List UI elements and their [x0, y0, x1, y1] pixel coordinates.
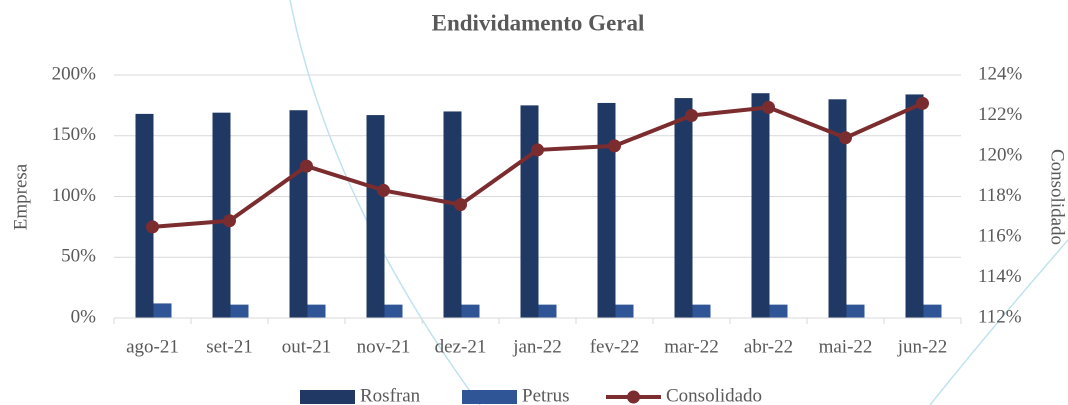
line-point: [762, 100, 775, 114]
y2-axis-title: Consolidado: [1047, 149, 1068, 245]
bar: [828, 99, 847, 318]
bar: [538, 304, 557, 318]
line-point: [685, 109, 698, 122]
line-point: [608, 139, 621, 153]
y2-tick-label: 124%: [978, 63, 1023, 84]
y2-tick-label: 116%: [978, 225, 1022, 246]
legend-label: Rosfran: [360, 385, 421, 405]
decor-curve: [289, 0, 481, 405]
legend-swatch: [300, 390, 355, 404]
x-tick-label: nov-21: [357, 336, 411, 357]
bar: [674, 98, 693, 319]
line-point: [916, 96, 929, 110]
x-tick-label: jun-22: [897, 336, 948, 357]
y-tick-label: 50%: [61, 246, 96, 267]
y-tick-label: 0%: [71, 306, 97, 327]
decor-curve: [929, 239, 1068, 405]
legend-label: Consolidado: [666, 385, 762, 405]
line-point: [839, 131, 852, 145]
bar: [384, 304, 403, 318]
bar: [366, 115, 385, 318]
bar: [461, 304, 480, 318]
legend-swatch: [627, 390, 640, 404]
x-tick-label: abr-22: [744, 336, 793, 357]
bar: [212, 112, 231, 318]
bar: [751, 93, 770, 318]
x-tick-label: ago-21: [126, 336, 179, 357]
bar: [153, 303, 172, 318]
line-point: [377, 183, 390, 197]
line-point: [146, 220, 159, 234]
chart-title: Endividamento Geral: [432, 10, 645, 35]
line-point: [454, 198, 467, 212]
bar: [692, 304, 711, 318]
line-point: [531, 143, 544, 157]
x-tick-label: mar-22: [664, 336, 719, 357]
x-tick-label: jan-22: [512, 336, 562, 357]
bar: [307, 304, 326, 318]
bar: [443, 111, 462, 318]
x-tick-label: dez-21: [435, 336, 487, 357]
y2-tick-label: 120%: [978, 144, 1023, 165]
y-tick-label: 100%: [52, 185, 97, 206]
legend-label: Petrus: [522, 385, 570, 405]
x-tick-label: fev-22: [590, 336, 640, 357]
y-tick-label: 150%: [52, 124, 97, 145]
x-tick-label: mai-22: [819, 336, 873, 357]
y2-tick-label: 112%: [978, 306, 1022, 327]
x-tick-label: out-21: [282, 336, 332, 357]
legend-swatch: [462, 390, 517, 404]
x-tick-label: set-21: [206, 336, 252, 357]
bar: [923, 304, 942, 318]
y2-tick-label: 122%: [978, 104, 1023, 125]
bar: [769, 304, 788, 318]
bar: [597, 102, 616, 318]
bar: [520, 105, 539, 318]
y-tick-label: 200%: [52, 63, 97, 84]
y2-tick-label: 114%: [978, 266, 1022, 287]
y-axis-title: Empresa: [10, 163, 31, 230]
bar: [846, 304, 865, 318]
line-point: [223, 214, 236, 228]
y2-tick-label: 118%: [978, 185, 1022, 206]
bar: [289, 110, 308, 318]
bar: [615, 304, 634, 318]
bar: [230, 304, 249, 318]
line-point: [300, 159, 313, 173]
bar: [905, 94, 924, 318]
bar: [135, 113, 154, 318]
